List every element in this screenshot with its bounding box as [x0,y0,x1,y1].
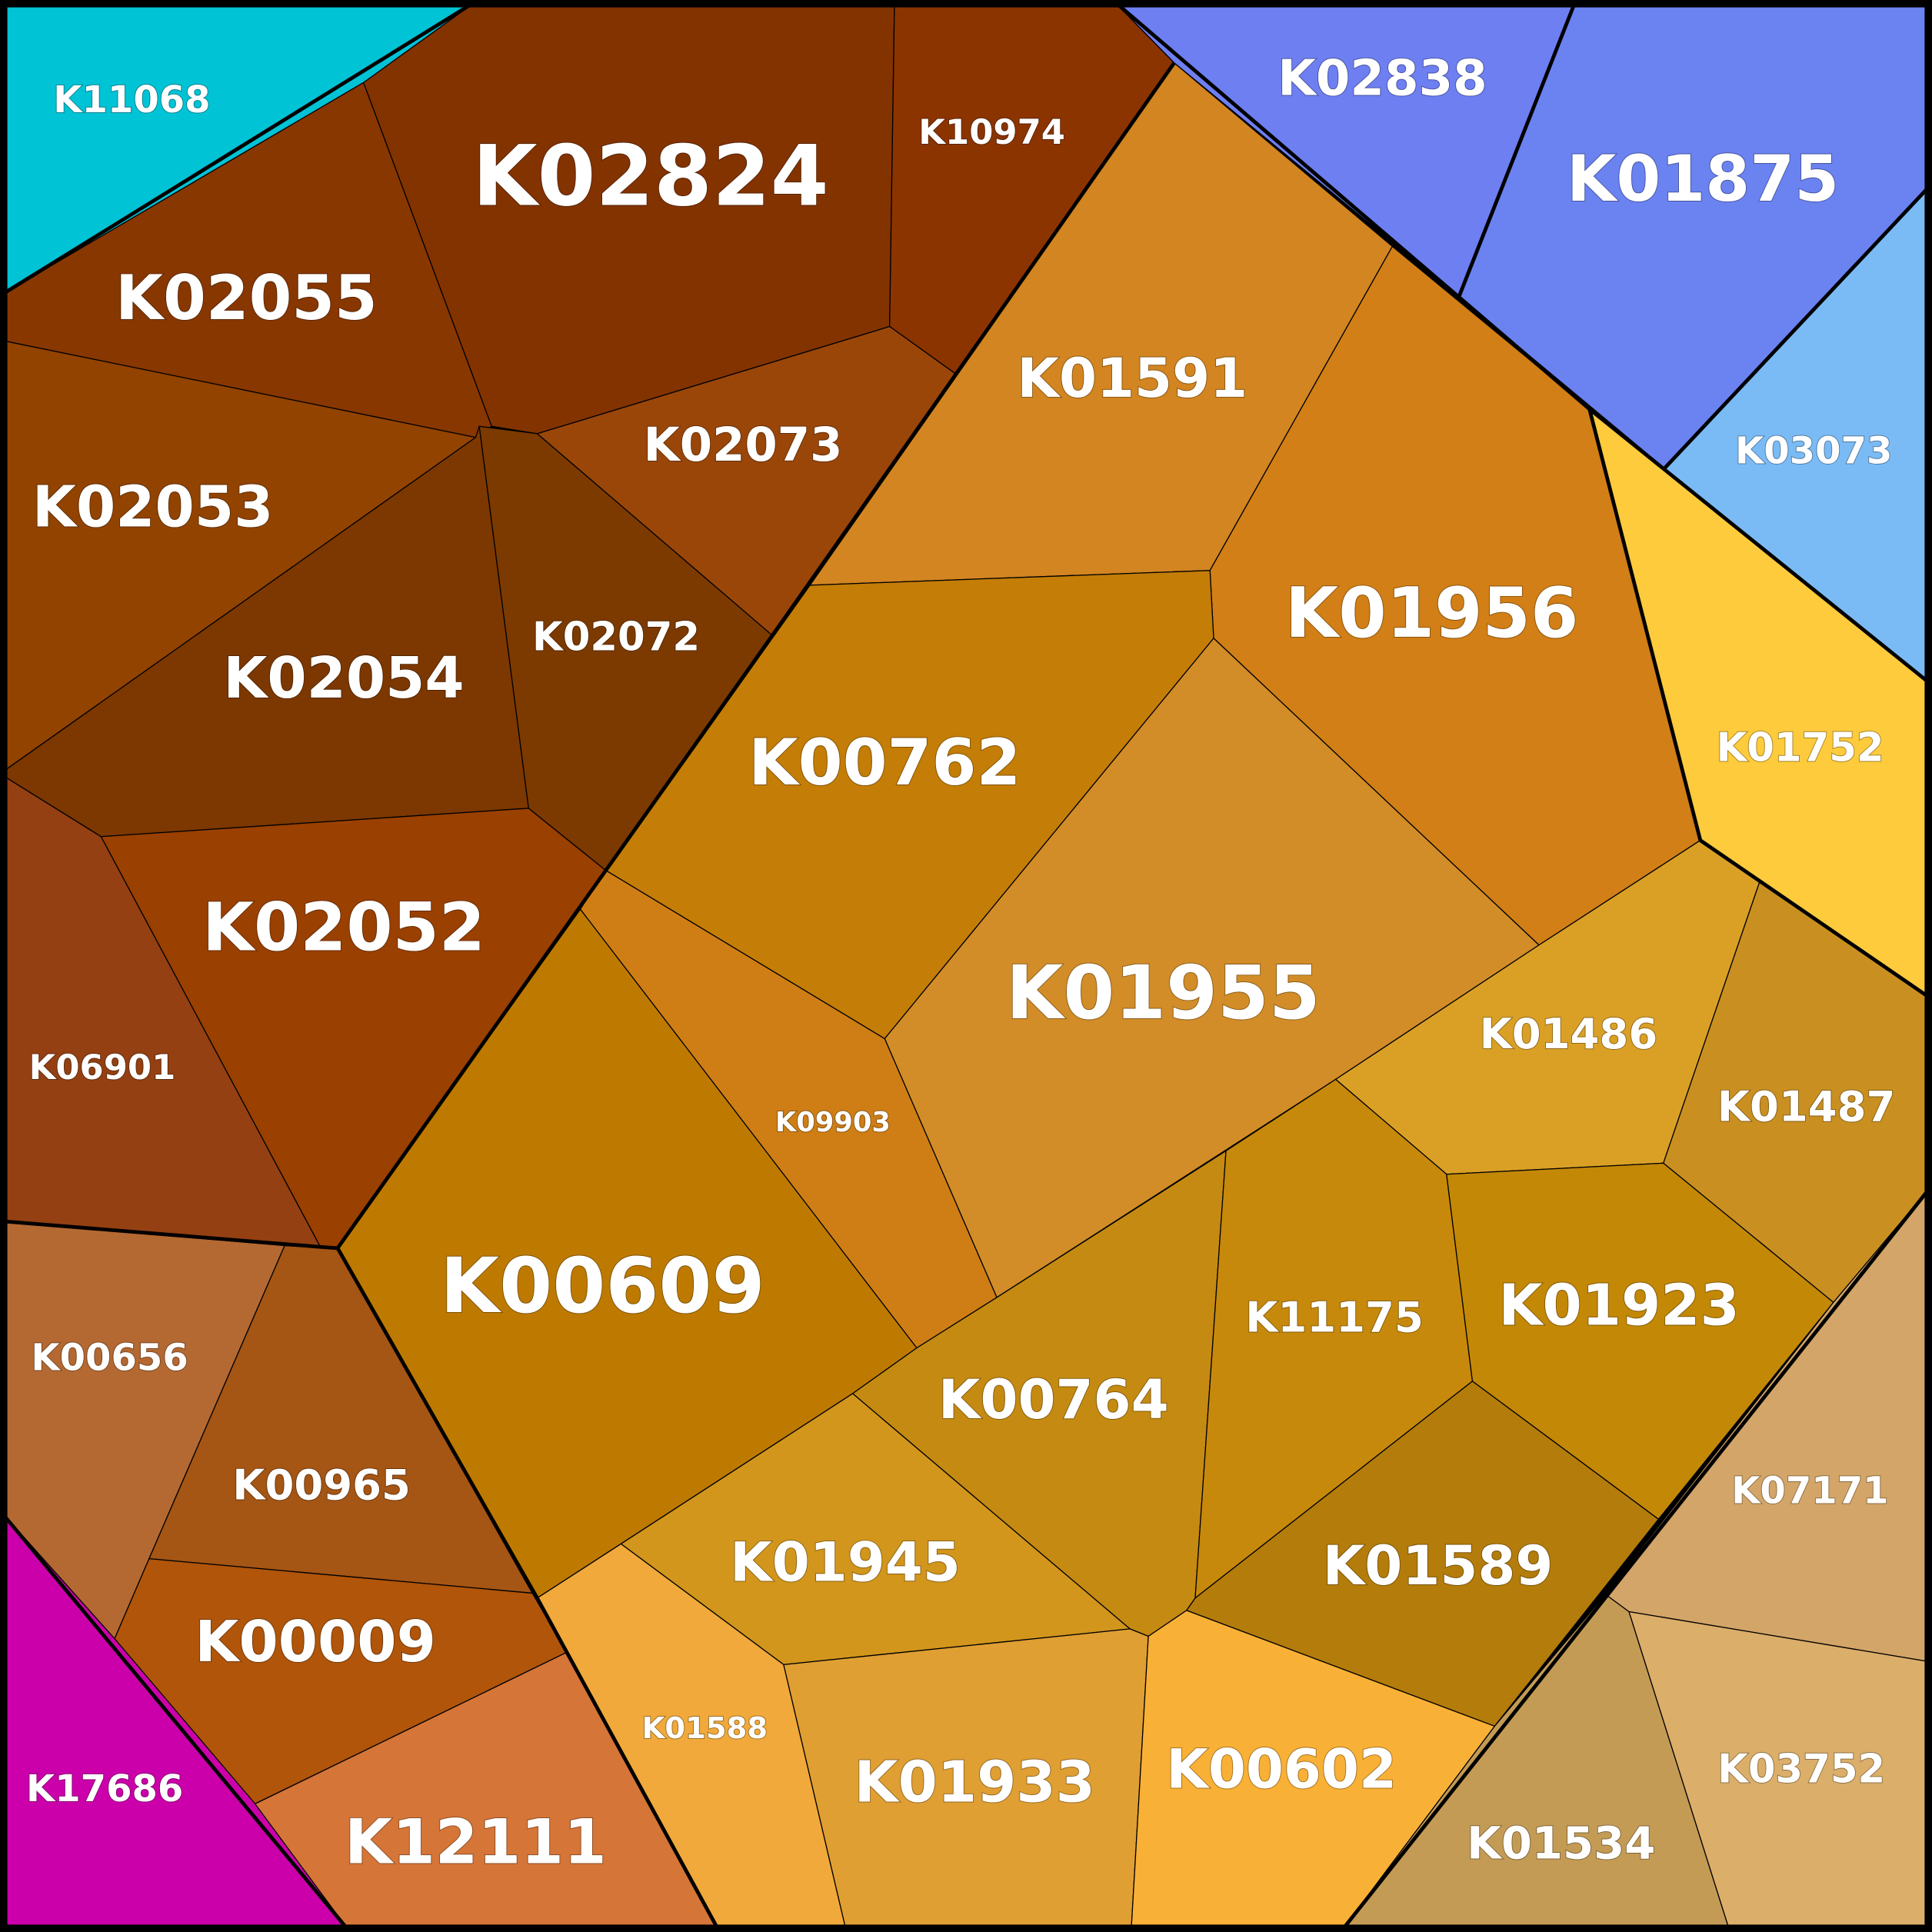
cell-k01933[interactable] [783,1628,1149,1932]
